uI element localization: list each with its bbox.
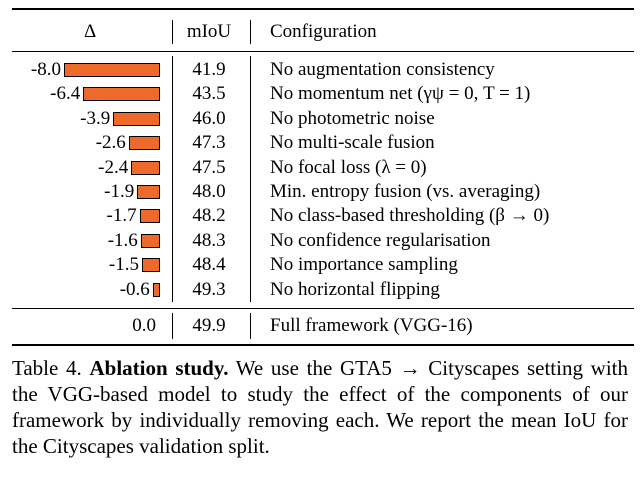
configuration-text: No confidence regularisation (270, 229, 491, 251)
delta-value: -1.7 (106, 205, 137, 227)
table-row: -1.7 48.2 No class-based thresholding (β →… (12, 204, 634, 228)
configuration-text: No focal loss (λ = 0) (270, 156, 427, 178)
bottom-rule (12, 344, 634, 346)
delta-value: 0.0 (132, 315, 156, 336)
delta-bar (131, 160, 160, 175)
configuration-text: No augmentation consistency (270, 59, 495, 80)
table-row: -2.4 47.5 No focal loss (λ = 0) (12, 156, 634, 180)
header-rule (12, 51, 634, 52)
miou-value: 48.2 (192, 205, 226, 227)
column-separator (250, 56, 251, 302)
delta-value: -1.6 (107, 229, 138, 251)
header-configuration: Configuration (270, 21, 377, 42)
column-separator (172, 56, 173, 302)
table-row: -1.6 48.3 No confidence regularisation (12, 229, 634, 253)
caption-label: Table 4. (12, 356, 82, 380)
miou-value: 46.0 (192, 107, 226, 129)
delta-bar (139, 209, 160, 224)
header-miou: mIoU (186, 21, 232, 42)
delta-value: -1.5 (108, 254, 139, 276)
table-row: -8.0 41.9 No augmentation consistency (12, 58, 634, 82)
mid-rule (12, 308, 634, 309)
configuration-text: Full framework (VGG-16) (270, 315, 473, 336)
miou-value: 49.9 (192, 315, 226, 336)
delta-bar (64, 63, 160, 77)
table-row-full: 0.0 49.9 Full framework (VGG-16) (12, 314, 634, 338)
table-row: -3.9 46.0 No photometric noise (12, 107, 634, 131)
header-separator (250, 20, 251, 44)
delta-value: -3.9 (80, 107, 111, 129)
table-row: -2.6 47.3 No multi-scale fusion (12, 131, 634, 155)
delta-bar (128, 136, 160, 151)
table-caption: Table 4. Ablation study. We use the GTA5… (12, 355, 628, 459)
configuration-text: No multi-scale fusion (270, 132, 435, 154)
miou-value: 48.4 (192, 254, 226, 276)
miou-value: 43.5 (192, 83, 226, 105)
delta-bar (137, 185, 160, 199)
table-row: -1.9 48.0 Min. entropy fusion (vs. averagi… (12, 180, 634, 204)
caption-title: Ablation study. (89, 356, 229, 380)
miou-value: 47.3 (192, 132, 226, 154)
column-separator (172, 313, 173, 339)
miou-value: 48.3 (192, 229, 226, 251)
delta-bar (83, 87, 160, 102)
miou-value: 49.3 (192, 278, 226, 300)
delta-bar (142, 258, 160, 273)
configuration-text: No importance sampling (270, 254, 458, 276)
miou-value: 41.9 (192, 59, 226, 80)
delta-value: -1.9 (104, 181, 135, 202)
configuration-text: No momentum net (γψ = 0, T = 1) (270, 83, 531, 105)
delta-value: -8.0 (30, 59, 61, 80)
table-row: -6.4 43.5 No momentum net (γψ = 0, T = 1) (12, 82, 634, 106)
header-separator (172, 20, 173, 44)
delta-bar (113, 111, 160, 126)
configuration-text: Min. entropy fusion (vs. averaging) (270, 181, 541, 202)
delta-bar (152, 282, 160, 297)
delta-value: -0.6 (119, 278, 150, 300)
caption-text: We use the GTA5 → Cityscapes setting wit… (12, 356, 628, 458)
configuration-text: No photometric noise (270, 107, 435, 129)
miou-value: 48.0 (192, 181, 226, 202)
delta-bar (140, 233, 160, 248)
configuration-text: No horizontal flipping (270, 278, 440, 300)
table-row: -0.6 49.3 No horizontal flipping (12, 278, 634, 302)
configuration-text: No class-based thresholding (β → 0) (270, 205, 550, 227)
top-rule (12, 8, 634, 10)
delta-value: -6.4 (50, 83, 81, 105)
header-delta: Δ (84, 21, 97, 42)
delta-value: -2.4 (98, 156, 129, 178)
column-separator (250, 313, 251, 339)
miou-value: 47.5 (192, 156, 226, 178)
table-row: -1.5 48.4 No importance sampling (12, 253, 634, 277)
delta-value: -2.6 (95, 132, 126, 154)
